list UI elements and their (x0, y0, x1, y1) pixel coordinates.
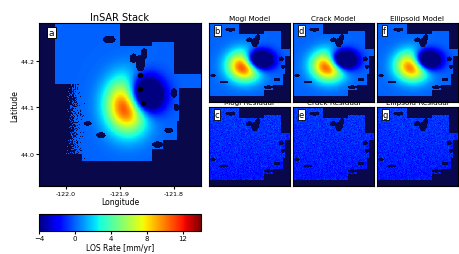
Text: f: f (382, 26, 385, 36)
X-axis label: LOS Rate [mm/yr]: LOS Rate [mm/yr] (86, 243, 154, 252)
Y-axis label: Latitude: Latitude (11, 89, 19, 121)
X-axis label: Longitude: Longitude (101, 197, 139, 206)
Text: g: g (382, 110, 387, 119)
Title: Ellipsoid Model: Ellipsoid Model (390, 16, 443, 22)
Text: e: e (298, 110, 303, 119)
Title: Mogi Model: Mogi Model (228, 16, 269, 22)
Text: c: c (214, 110, 219, 119)
Title: Ellipsoid Residual: Ellipsoid Residual (385, 100, 448, 106)
Title: Crack Model: Crack Model (310, 16, 355, 22)
Text: d: d (298, 26, 303, 36)
Title: Crack Residual: Crack Residual (306, 100, 359, 106)
Title: InSAR Stack: InSAR Stack (90, 13, 149, 23)
Text: b: b (214, 26, 219, 36)
Title: Mogi Residual: Mogi Residual (224, 100, 274, 106)
Text: a: a (49, 29, 54, 38)
